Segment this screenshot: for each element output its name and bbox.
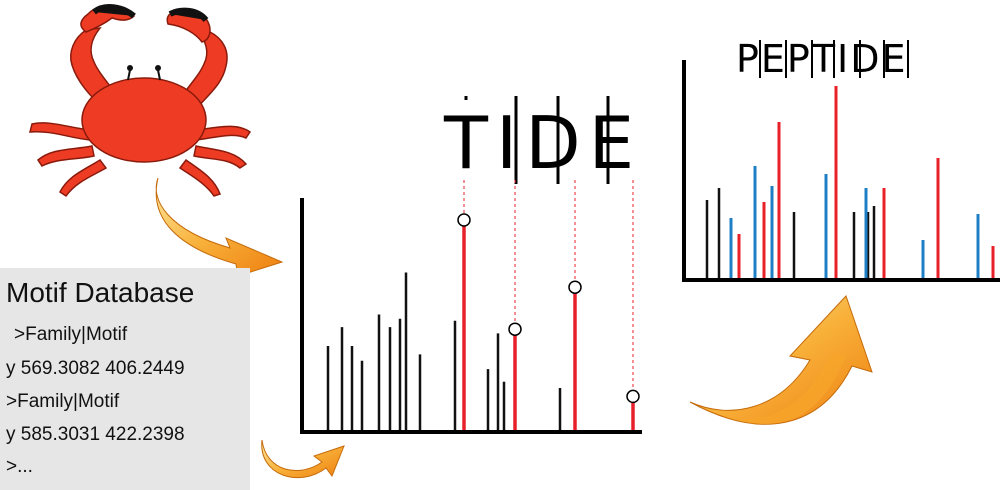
curved-arrow-icon <box>689 295 873 425</box>
tide-title-brackets <box>464 96 610 184</box>
matched-peak-marker <box>568 280 582 294</box>
matched-peak-marker <box>508 322 522 336</box>
tide-title: TIDE <box>443 101 642 185</box>
motif-line: y 585.3031 422.2398 <box>6 424 185 445</box>
peptide-title-brackets <box>759 40 909 78</box>
matched-peak-marker <box>626 389 640 404</box>
motif-line: >Family|Motif <box>14 324 128 345</box>
motif-line: >... <box>6 456 33 477</box>
motif-database-panel: Motif Database >Family|Motif y 569.3082 … <box>0 268 250 490</box>
peptide-spectrum <box>682 60 1000 282</box>
tide-spectrum <box>300 180 642 434</box>
curved-arrow-icon <box>155 177 284 277</box>
motif-line: y 569.3082 406.2449 <box>6 358 185 379</box>
crab-icon <box>29 4 252 198</box>
motif-database-title: Motif Database <box>6 277 194 308</box>
peptide-title: PEPTIDE <box>736 37 908 81</box>
matched-peak-marker <box>457 213 471 227</box>
motif-line: >Family|Motif <box>6 391 120 412</box>
curved-arrow-icon <box>261 439 345 479</box>
